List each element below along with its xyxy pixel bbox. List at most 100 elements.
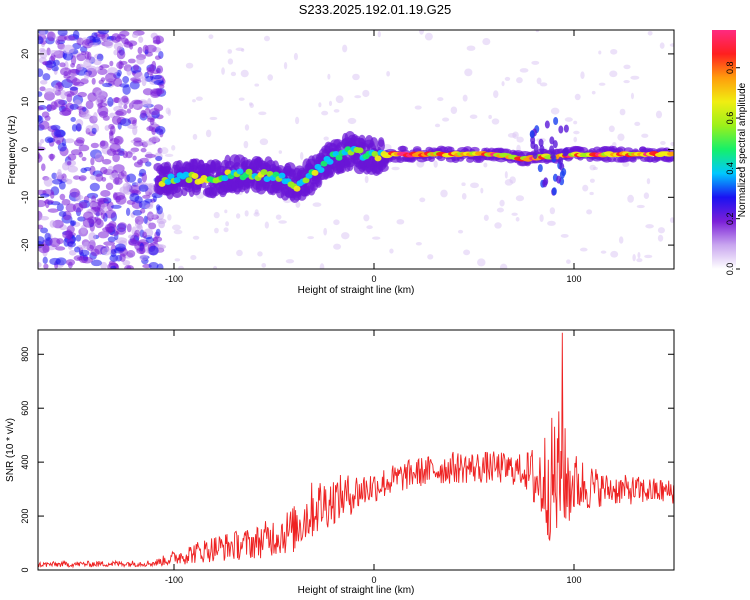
spectrogram-cell	[128, 184, 141, 194]
spectrogram-cell	[630, 75, 640, 80]
spectrogram-cell	[519, 68, 529, 73]
spectrogram-cell	[38, 199, 47, 208]
spectrogram-cell	[655, 110, 663, 119]
spectrogram-cell	[342, 44, 348, 53]
spectrogram-cell	[171, 224, 181, 231]
spectrogram-cell	[75, 123, 82, 132]
spectrogram-cell	[87, 216, 98, 224]
spectrogram-cell	[69, 103, 79, 110]
spectrogram-cell	[245, 168, 253, 175]
spectrogram-cell	[107, 236, 116, 243]
spectrogram-cell	[666, 155, 674, 162]
snr-x-tick-label: 0	[371, 575, 376, 585]
spectrogram-cell	[77, 91, 87, 98]
spectrogram-cell	[126, 223, 132, 233]
spectrogram-cell	[91, 77, 96, 85]
spectrogram-cell	[62, 52, 74, 61]
spectrogram-cell	[539, 82, 548, 87]
spectrogram-cell	[278, 220, 287, 224]
spectrogram-cell	[38, 106, 44, 111]
spectrogram-cell	[90, 142, 99, 149]
spectrogram-cell	[43, 263, 49, 269]
spectrogram-cell	[598, 82, 606, 86]
spectrogram-cell	[440, 189, 448, 198]
spectrogram-cell	[132, 209, 143, 216]
spectrogram-cell	[507, 132, 517, 138]
spectrogram-cell	[574, 93, 581, 101]
spectrogram-cell	[90, 157, 95, 166]
spectrogram-cell	[94, 152, 102, 162]
spectrogram-cell	[424, 32, 433, 41]
spectrogram-cell	[667, 151, 674, 156]
spectrogram-cell	[112, 153, 120, 163]
spectrogram-cell	[356, 147, 364, 154]
spectrogram-cell	[73, 139, 85, 147]
spectrogram-cell	[544, 120, 550, 129]
spectrogram-cell	[238, 97, 245, 101]
spectrogram-cell	[126, 108, 132, 114]
spectrogram-cell	[49, 237, 61, 248]
spectrogram-cell	[148, 261, 159, 269]
spectrogram-cell	[354, 95, 362, 99]
spectrogram-x-axis-label: Height of straight line (km)	[298, 285, 415, 296]
spectrogram-cell	[609, 70, 618, 78]
spectrogram-cell	[364, 175, 369, 184]
spectrogram-cell	[66, 75, 78, 84]
spectrogram-cell	[173, 177, 181, 184]
spectrogram-cell	[137, 46, 143, 55]
spectrogram-cell	[427, 254, 434, 260]
snr-frame	[37, 329, 675, 571]
spectrogram-cell	[321, 110, 329, 116]
spectrogram-cell	[42, 256, 48, 264]
spectrogram-cell	[589, 191, 594, 196]
spectrogram-cell	[377, 31, 381, 38]
spectrogram-cell	[76, 53, 86, 62]
spectrogram-cell	[480, 187, 484, 194]
spectrogram-cell	[133, 64, 140, 71]
spectrogram-cell	[57, 142, 67, 152]
spectrogram-cell	[483, 214, 489, 221]
spectrogram-cell	[152, 237, 159, 244]
spectrogram-cell	[389, 248, 394, 254]
spectrogram-cell	[105, 182, 114, 191]
spectrogram-y-tick-label: -20	[20, 239, 30, 252]
spectrogram-cell	[69, 188, 80, 198]
spectrogram-cell	[461, 193, 467, 200]
spectrogram-cell	[623, 80, 630, 84]
spectrogram-cell	[47, 208, 59, 213]
spectrogram-cell	[122, 260, 131, 266]
spectrogram-cell	[580, 71, 585, 80]
spectrogram-cell	[538, 138, 544, 147]
spectrogram-cell	[40, 30, 46, 38]
spectrogram-cell	[469, 114, 478, 119]
chart-title: S233.2025.192.01.19.G25	[299, 2, 452, 17]
spectrogram-cell	[115, 243, 127, 252]
spectrogram-cell	[529, 130, 535, 139]
spectrogram-cell	[134, 229, 141, 238]
spectrogram-cell	[113, 49, 118, 56]
spectrogram-cell	[221, 67, 225, 75]
spectrogram-cell	[660, 140, 666, 145]
spectrogram-cell	[391, 166, 400, 171]
colorbar-ticks: 0.0 0.2 0.4 0.6 0.8	[725, 61, 740, 275]
spectrogram-heatmap	[38, 30, 674, 269]
spectrogram-cell	[93, 58, 102, 66]
spectrogram-cell	[608, 125, 615, 133]
spectrogram-cell	[100, 190, 111, 197]
spectrogram-cell	[39, 47, 46, 53]
spectrogram-cell	[195, 96, 203, 101]
spectrogram-cell	[141, 172, 148, 183]
spectrogram-cell	[363, 214, 370, 222]
spectrogram-cell	[264, 221, 269, 229]
spectrogram-cell	[109, 254, 119, 262]
spectrogram-cell	[78, 249, 90, 257]
spectrogram-cell	[335, 154, 343, 161]
spectrogram-cell	[616, 146, 626, 153]
spectrogram-cell	[537, 164, 543, 173]
spectrogram-cell	[278, 150, 283, 154]
spectrogram-cell	[248, 102, 253, 106]
spectrogram-cell	[116, 227, 127, 235]
snr-x-tick-label: 100	[566, 575, 581, 585]
spectrogram-cell	[320, 160, 328, 167]
